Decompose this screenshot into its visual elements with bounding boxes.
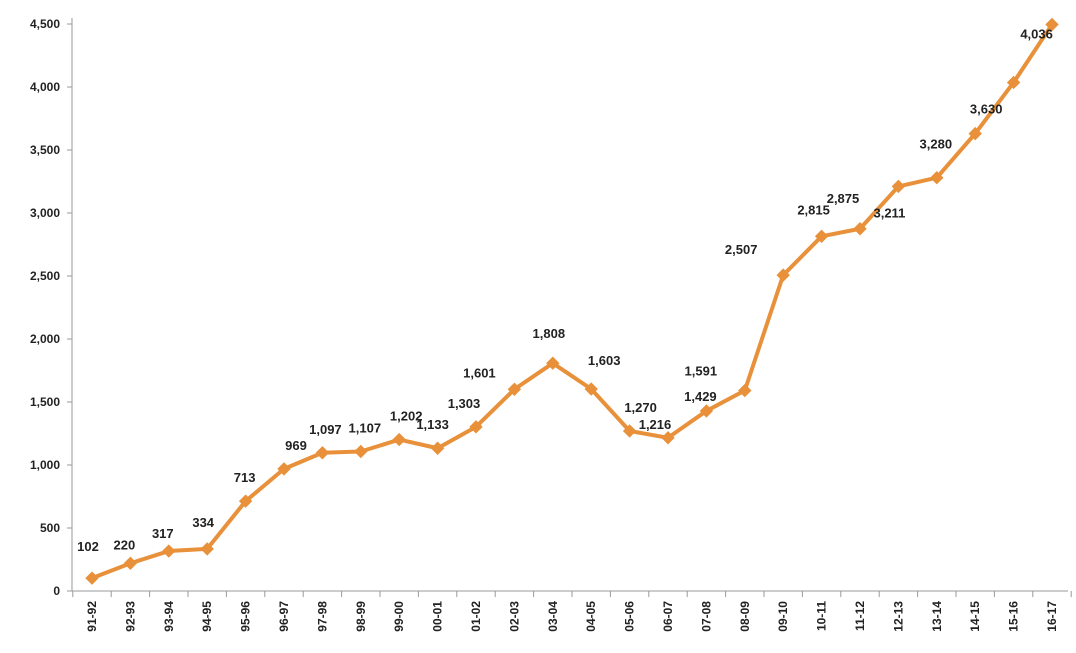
y-tick-label: 2,500 xyxy=(30,269,60,283)
data-label: 1,601 xyxy=(463,365,496,380)
data-label: 713 xyxy=(234,470,256,485)
data-point-marker xyxy=(200,542,214,556)
data-point-marker xyxy=(661,431,675,445)
x-tick-label: 91-92 xyxy=(85,601,99,632)
x-tick-label: 99-00 xyxy=(392,601,406,632)
data-label: 1,303 xyxy=(448,396,481,411)
x-tick-label: 92-93 xyxy=(123,601,137,632)
y-tick-label: 500 xyxy=(40,521,60,535)
y-tick-label: 2,000 xyxy=(30,332,60,346)
data-point-marker xyxy=(85,571,99,585)
x-tick-label: 08-09 xyxy=(738,601,752,632)
data-point-marker xyxy=(469,420,483,434)
series-line xyxy=(90,22,1054,581)
data-point-marker xyxy=(1045,17,1059,32)
x-tick-label: 02-03 xyxy=(507,601,521,632)
x-tick-label: 94-95 xyxy=(200,601,214,632)
data-label: 3,211 xyxy=(873,205,905,220)
x-tick-label: 15-16 xyxy=(1007,601,1021,632)
data-label: 4,036 xyxy=(1020,26,1053,41)
x-tick-label: 09-10 xyxy=(776,601,790,632)
data-label: 1,107 xyxy=(349,421,382,436)
y-tick-label: 3,500 xyxy=(30,143,60,157)
x-tick-label: 93-94 xyxy=(162,601,176,632)
x-tick-label: 96-97 xyxy=(277,601,291,632)
x-tick-label: 95-96 xyxy=(239,601,253,632)
y-tick-label: 1,000 xyxy=(30,458,60,472)
x-tick-label: 13-14 xyxy=(930,601,944,632)
data-point-marker xyxy=(507,382,522,396)
data-label: 3,630 xyxy=(970,102,1003,117)
data-point-marker xyxy=(584,382,598,396)
data-point-marker xyxy=(891,179,906,194)
x-tick-label: 01-02 xyxy=(469,601,483,632)
data-label: 1,591 xyxy=(685,364,718,379)
series-line-group xyxy=(90,22,1054,581)
data-label: 1,216 xyxy=(639,417,672,432)
data-point-marker xyxy=(430,441,445,455)
data-label: 1,097 xyxy=(309,422,342,437)
data-label: 1,429 xyxy=(684,389,717,404)
x-tick-label: 00-01 xyxy=(431,601,445,632)
y-axis-ticks: 0 500 1,000 1,500 2,000 2,500 3,000 3,500 4,000 4… xyxy=(30,17,72,598)
x-tick-label: 11-12 xyxy=(853,601,867,631)
x-tick-label: 14-15 xyxy=(968,601,982,632)
data-point-marker xyxy=(1006,75,1021,90)
data-point-marker xyxy=(622,424,637,438)
markers-group xyxy=(85,17,1059,585)
x-tick-label: 06-07 xyxy=(661,601,675,632)
x-tick-label: 12-13 xyxy=(891,601,905,632)
data-point-marker xyxy=(354,444,368,459)
data-label: 2,815 xyxy=(797,202,830,217)
data-label: 3,280 xyxy=(920,137,953,152)
x-tick-label: 07-08 xyxy=(699,601,713,632)
data-point-marker xyxy=(776,268,790,282)
data-label: 220 xyxy=(114,537,136,552)
data-point-marker xyxy=(392,432,406,447)
x-tick-label: 05-06 xyxy=(623,601,637,632)
x-tick-label: 98-99 xyxy=(354,601,368,632)
data-point-marker xyxy=(546,356,560,370)
y-tick-label: 0 xyxy=(53,584,60,598)
data-label: 1,603 xyxy=(588,353,621,368)
data-point-marker xyxy=(699,404,714,418)
data-label: 334 xyxy=(192,515,214,530)
data-label: 2,507 xyxy=(725,242,758,257)
x-tick-label: 16-17 xyxy=(1045,601,1059,632)
data-label: 102 xyxy=(77,539,99,554)
data-point-marker xyxy=(738,383,752,398)
data-point-marker xyxy=(968,126,982,141)
axes xyxy=(71,18,1068,592)
data-label: 317 xyxy=(152,526,174,541)
data-point-marker xyxy=(853,222,867,236)
data-point-marker xyxy=(277,462,291,476)
data-point-marker xyxy=(930,171,944,185)
x-tick-label: 97-98 xyxy=(315,601,329,632)
data-point-marker xyxy=(238,494,253,508)
data-label: 1,202 xyxy=(390,409,423,424)
y-tick-label: 3,000 xyxy=(30,206,60,220)
x-tick-label: 10-11 xyxy=(815,601,829,631)
data-label: 1,270 xyxy=(624,400,657,415)
x-tick-label: 04-05 xyxy=(584,601,598,632)
y-tick-label: 4,500 xyxy=(30,17,60,31)
data-label: 1,133 xyxy=(416,417,449,432)
x-axis-ticks: 91-92 92-93 93-94 94-95 95-96 96-97 97-98 98-99… xyxy=(72,591,1072,632)
data-point-marker xyxy=(315,446,330,460)
data-label: 2,875 xyxy=(827,191,860,206)
data-label: 1,808 xyxy=(533,326,566,341)
x-tick-label: 03-04 xyxy=(546,601,560,632)
y-tick-label: 1,500 xyxy=(30,395,60,409)
data-point-marker xyxy=(123,556,138,570)
data-label: 969 xyxy=(285,438,307,453)
data-point-marker xyxy=(814,229,829,244)
data-point-marker xyxy=(162,544,176,558)
y-tick-label: 4,000 xyxy=(30,80,60,94)
